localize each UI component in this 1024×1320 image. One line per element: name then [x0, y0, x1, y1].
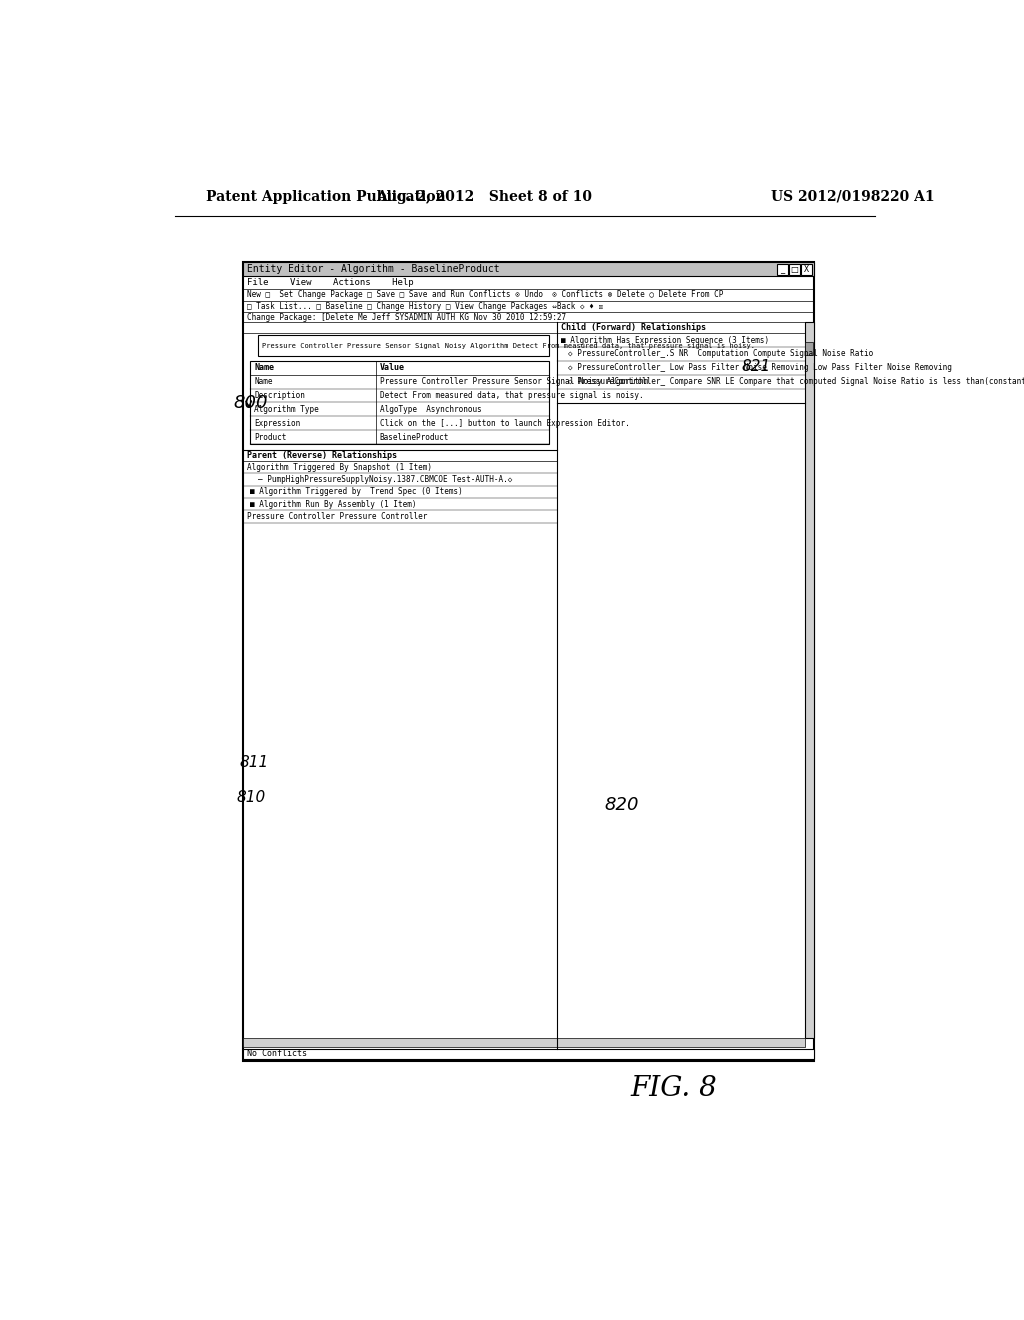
Text: ■ Algorithm Run By Assembly (1 Item): ■ Algorithm Run By Assembly (1 Item): [251, 500, 417, 508]
Text: X: X: [805, 265, 809, 273]
Text: ◇ PressureController_.S NR  Computation Compute Signal Noise Ratio: ◇ PressureController_.S NR Computation C…: [568, 350, 873, 359]
Text: □ Task List... □ Baseline □ Change History □ View Change Packages ⇔Back ◇ ♦ ☒: □ Task List... □ Baseline □ Change Histo…: [247, 302, 603, 310]
Text: ◇ PressureController_ Compare SNR LE Compare that computed Signal Noise Ratio is: ◇ PressureController_ Compare SNR LE Com…: [568, 378, 1024, 387]
Text: 820: 820: [604, 796, 639, 814]
Bar: [243, 263, 814, 276]
Text: Pressure Controller Pressure Sensor Signal Noisy Algorithm Detect From measured : Pressure Controller Pressure Sensor Sign…: [262, 342, 755, 348]
Text: Algorithm Type: Algorithm Type: [254, 405, 319, 414]
Text: Expression: Expression: [254, 418, 301, 428]
Bar: [243, 1048, 814, 1059]
Text: FIG. 8: FIG. 8: [630, 1074, 717, 1102]
Bar: [776, 264, 787, 275]
Bar: [243, 1038, 805, 1047]
Bar: [805, 322, 814, 1038]
Text: Aug. 2, 2012   Sheet 8 of 10: Aug. 2, 2012 Sheet 8 of 10: [377, 190, 593, 203]
Text: Change Package: [Delete Me Jeff SYSADMIN AUTH KG Nov 30 2010 12:59:27: Change Package: [Delete Me Jeff SYSADMIN…: [247, 313, 565, 322]
Text: BaselineProduct: BaselineProduct: [380, 433, 450, 442]
Text: Entity Editor - Algorithm - BaselineProduct: Entity Editor - Algorithm - BaselineProd…: [247, 264, 500, 275]
Bar: [790, 264, 800, 275]
Text: Value: Value: [380, 363, 404, 372]
Text: 810: 810: [237, 789, 266, 805]
Text: ◇ PressureController_ Low Pass Filter Noise Removing Low Pass Filter Noise Remov: ◇ PressureController_ Low Pass Filter No…: [568, 363, 952, 372]
Text: Name: Name: [254, 378, 272, 387]
Text: Product: Product: [254, 433, 287, 442]
Text: New □  Set Change Package □ Save □ Save and Run Conflicts ⊙ Undo  ⊙ Conflicts ⊗ : New □ Set Change Package □ Save □ Save a…: [247, 290, 723, 300]
Text: Algorithm Triggered By Snapshot (1 Item): Algorithm Triggered By Snapshot (1 Item): [247, 463, 431, 471]
Text: _: _: [780, 265, 784, 273]
Text: Click on the [...] button to launch Expression Editor.: Click on the [...] button to launch Expr…: [380, 418, 630, 428]
Text: AlgoType  Asynchronous: AlgoType Asynchronous: [380, 405, 481, 414]
Text: ■ Algorithm Has Expression Sequence (3 Items): ■ Algorithm Has Expression Sequence (3 I…: [561, 335, 769, 345]
Text: No Conflicts: No Conflicts: [247, 1049, 306, 1059]
Bar: [805, 342, 813, 355]
Text: 800: 800: [233, 395, 268, 412]
Text: Child (Forward) Relationships: Child (Forward) Relationships: [561, 323, 706, 333]
Bar: [802, 264, 812, 275]
Text: □: □: [791, 265, 799, 273]
Text: File    View    Actions    Help: File View Actions Help: [247, 279, 414, 286]
Text: Parent (Reverse) Relationships: Parent (Reverse) Relationships: [247, 451, 396, 461]
Bar: [243, 263, 814, 1061]
Text: Detect From measured data, that pressure signal is noisy.: Detect From measured data, that pressure…: [380, 391, 643, 400]
Text: ■ Algorithm Triggered by  Trend Spec (0 Items): ■ Algorithm Triggered by Trend Spec (0 I…: [251, 487, 463, 496]
Bar: [258, 335, 549, 356]
Bar: [251, 360, 549, 444]
Text: Pressure Controller Pressure Sensor Signal Noisy Algorithm: Pressure Controller Pressure Sensor Sign…: [380, 378, 648, 387]
Text: 811: 811: [240, 755, 269, 771]
Text: Description: Description: [254, 391, 305, 400]
Text: Patent Application Publication: Patent Application Publication: [206, 190, 445, 203]
Text: 821: 821: [741, 359, 771, 374]
Text: US 2012/0198220 A1: US 2012/0198220 A1: [771, 190, 935, 203]
Text: Pressure Controller Pressure Controller: Pressure Controller Pressure Controller: [247, 512, 427, 521]
Text: — PumpHighPressureSupplyNoisy.1387.CBMCOE Test-AUTH-A.◇: — PumpHighPressureSupplyNoisy.1387.CBMCO…: [258, 475, 513, 484]
Text: Name: Name: [254, 363, 274, 372]
